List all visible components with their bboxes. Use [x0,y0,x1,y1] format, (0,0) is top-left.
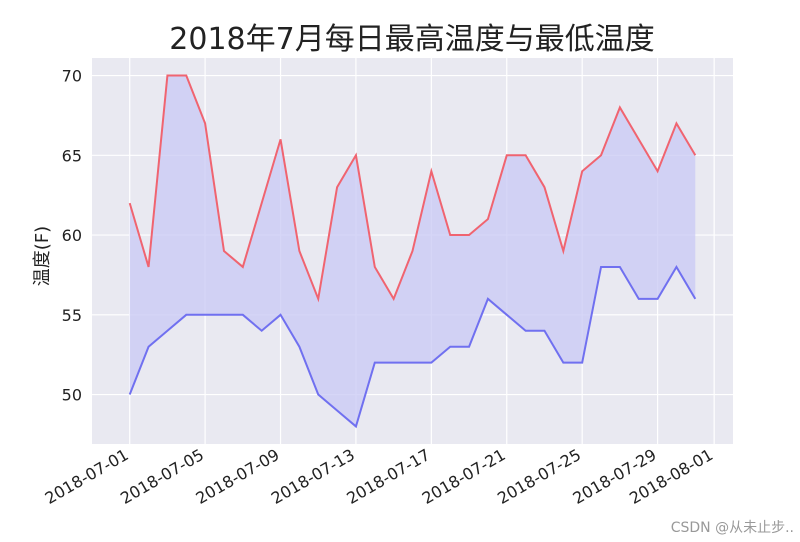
y-tick-label: 50 [62,386,82,405]
y-tick-label: 55 [62,306,82,325]
x-tick-label: 2018-07-25 [494,445,584,508]
watermark: CSDN @从未止步.. [671,520,794,536]
y-axis-ticks: 50 55 60 65 70 [62,67,82,405]
x-tick-label: 2018-07-01 [42,445,132,508]
chart-title: 2018年7月每日最高温度与最低温度 [169,22,654,57]
y-tick-label: 65 [62,146,82,165]
y-tick-label: 70 [62,67,82,86]
x-tick-label: 2018-07-05 [117,445,207,508]
y-tick-label: 60 [62,226,82,245]
x-tick-label: 2018-07-21 [419,445,509,508]
x-tick-label: 2018-07-13 [268,445,358,508]
x-axis-ticks: 2018-07-012018-07-052018-07-092018-07-13… [42,445,716,508]
x-tick-label: 2018-07-09 [193,445,283,508]
series-line-low [128,264,697,429]
x-tick-label: 2018-07-17 [343,445,433,508]
series-line-high [128,74,697,303]
y-axis-label: 温度(F) [32,226,53,286]
